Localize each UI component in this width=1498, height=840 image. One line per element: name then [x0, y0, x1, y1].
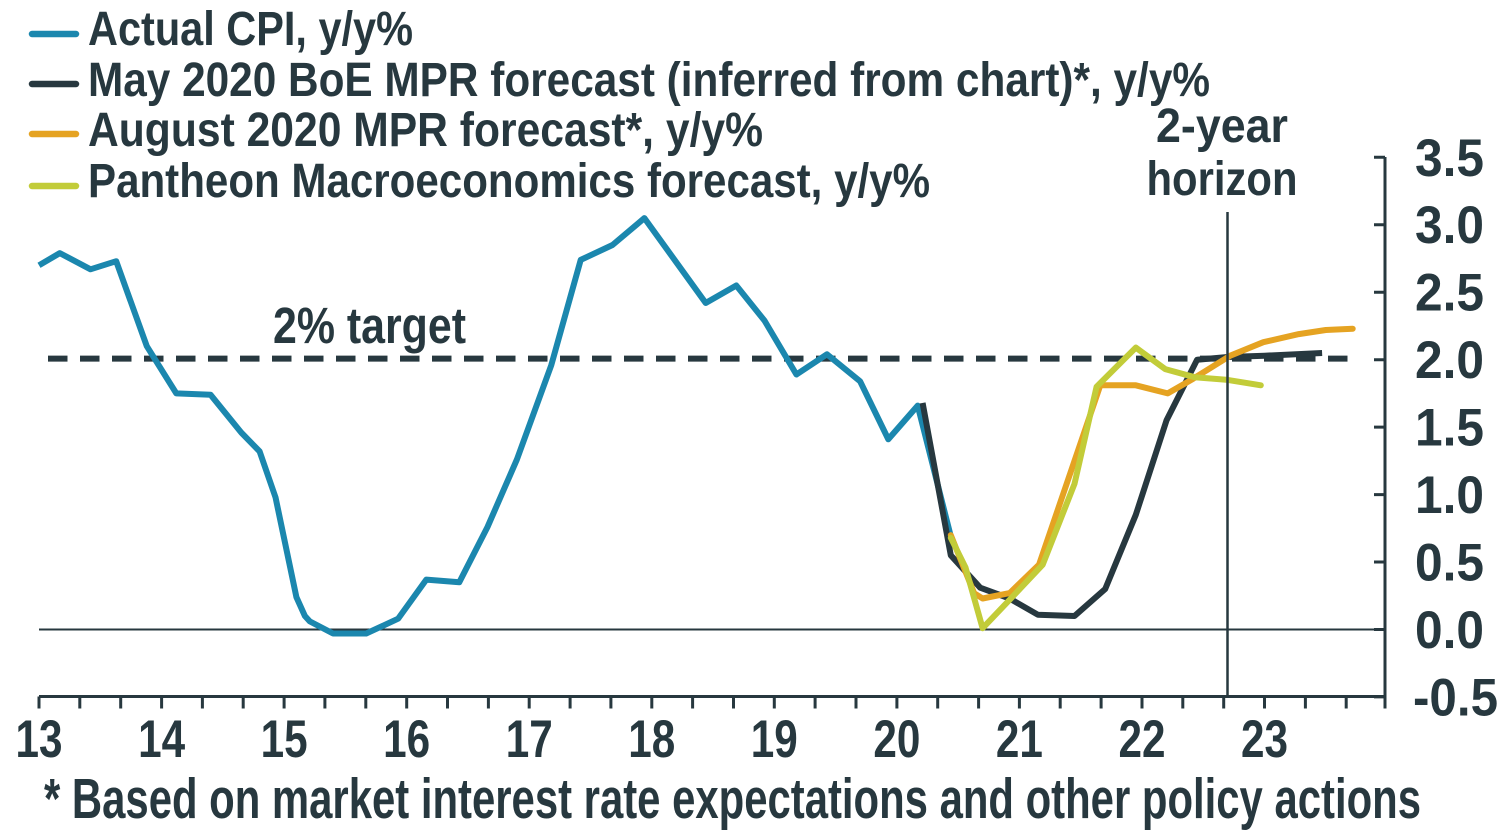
svg-text:horizon: horizon — [1147, 153, 1298, 206]
svg-text:3.0: 3.0 — [1415, 196, 1484, 255]
svg-text:21: 21 — [996, 710, 1043, 769]
svg-text:17: 17 — [506, 710, 553, 769]
svg-text:-0.5: -0.5 — [1413, 668, 1498, 727]
svg-text:3.5: 3.5 — [1415, 129, 1484, 188]
svg-text:0.5: 0.5 — [1415, 534, 1484, 593]
svg-text:0.0: 0.0 — [1415, 601, 1484, 660]
svg-text:2% target: 2% target — [273, 297, 466, 354]
svg-text:Actual CPI, y/y%: Actual CPI, y/y% — [88, 3, 413, 56]
svg-text:2-year: 2-year — [1156, 99, 1288, 153]
svg-text:23: 23 — [1241, 710, 1288, 769]
svg-text:14: 14 — [138, 710, 185, 769]
svg-text:May 2020 BoE MPR forecast (inf: May 2020 BoE MPR forecast (inferred from… — [88, 54, 1210, 107]
svg-text:20: 20 — [873, 710, 920, 769]
svg-text:19: 19 — [751, 710, 798, 769]
svg-text:1.5: 1.5 — [1415, 399, 1484, 458]
svg-text:13: 13 — [16, 710, 63, 769]
svg-text:16: 16 — [383, 710, 430, 769]
svg-text:* Based on market interest rat: * Based on market interest rate expectat… — [44, 767, 1421, 831]
svg-text:2.5: 2.5 — [1415, 264, 1484, 323]
svg-text:2.0: 2.0 — [1415, 331, 1484, 390]
svg-text:18: 18 — [628, 710, 675, 769]
svg-text:15: 15 — [261, 710, 308, 769]
svg-text:1.0: 1.0 — [1415, 466, 1484, 525]
svg-text:22: 22 — [1119, 710, 1166, 769]
svg-text:August 2020 MPR forecast*, y/y: August 2020 MPR forecast*, y/y% — [88, 104, 763, 157]
svg-text:Pantheon Macroeconomics foreca: Pantheon Macroeconomics forecast, y/y% — [88, 155, 930, 208]
